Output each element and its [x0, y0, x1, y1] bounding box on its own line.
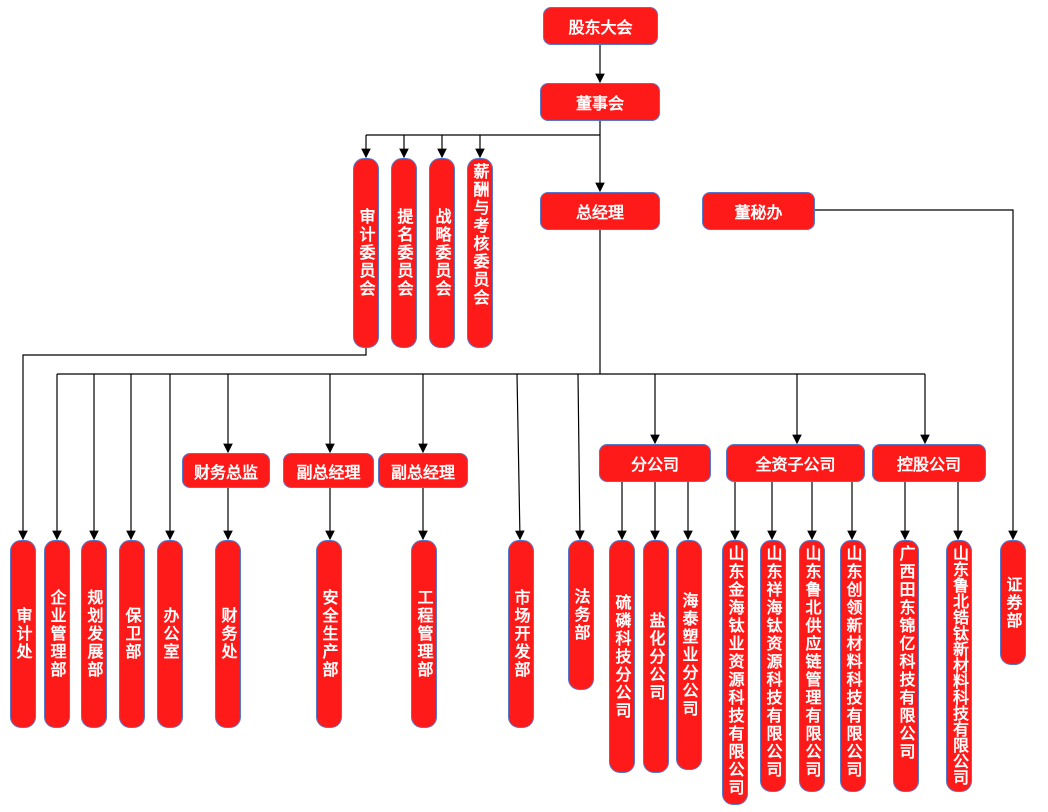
node-sub-jinhai: 山东金海钛业资源科技有限公司: [722, 540, 748, 805]
node-safety-dept: 安全生产部: [316, 540, 342, 728]
node-shareholders-meeting: 股东大会: [543, 7, 658, 45]
node-nomination-committee: 提名委员会: [391, 158, 417, 348]
node-engineering-dept: 工程管理部: [411, 540, 437, 728]
node-branch-phosphorus: 硫磷科技分公司: [609, 540, 635, 773]
node-cfo: 财务总监: [182, 453, 270, 488]
node-branch-haitai: 海泰塑业分公司: [676, 540, 702, 770]
node-security-dept: 保卫部: [119, 540, 145, 728]
node-holding-zirconium: 山东鲁北锆钛新材料科技有限公司: [946, 540, 972, 792]
node-legal-dept: 法务部: [568, 540, 594, 690]
node-holding: 控股公司: [872, 444, 986, 482]
node-finance-dept: 财务处: [215, 540, 241, 728]
node-planning-dept: 规划发展部: [81, 540, 107, 728]
node-enterprise-dept: 企业管理部: [44, 540, 70, 728]
node-branch-salt: 盐化分公司: [643, 540, 669, 773]
node-general-manager: 总经理: [540, 192, 660, 230]
node-securities-dept: 证券部: [1000, 540, 1026, 665]
node-audit-dept: 审计处: [10, 540, 36, 728]
node-sub-supply-chain: 山东鲁北供应链管理有限公司: [799, 540, 825, 792]
node-holding-guangxi: 广西田东锦亿科技有限公司: [893, 540, 919, 792]
node-vice-gm-1: 副总经理: [283, 453, 374, 488]
node-vice-gm-2: 副总经理: [378, 453, 468, 488]
node-audit-committee: 审计委员会: [353, 158, 379, 348]
node-board: 董事会: [540, 83, 660, 121]
node-wholly-owned: 全资子公司: [726, 444, 865, 482]
node-compensation-committee: 薪酬与考核委员会: [467, 158, 493, 348]
node-strategy-committee: 战略委员会: [429, 158, 455, 348]
node-board-secretary-office: 董秘办: [702, 192, 815, 230]
node-sub-chuangling: 山东创领新材料科技有限公司: [840, 540, 866, 792]
node-market-dept: 市场开发部: [508, 540, 534, 728]
node-office: 办公室: [157, 540, 183, 728]
node-sub-xianghai: 山东祥海钛资源科技有限公司: [760, 540, 786, 792]
node-branches: 分公司: [599, 444, 711, 482]
